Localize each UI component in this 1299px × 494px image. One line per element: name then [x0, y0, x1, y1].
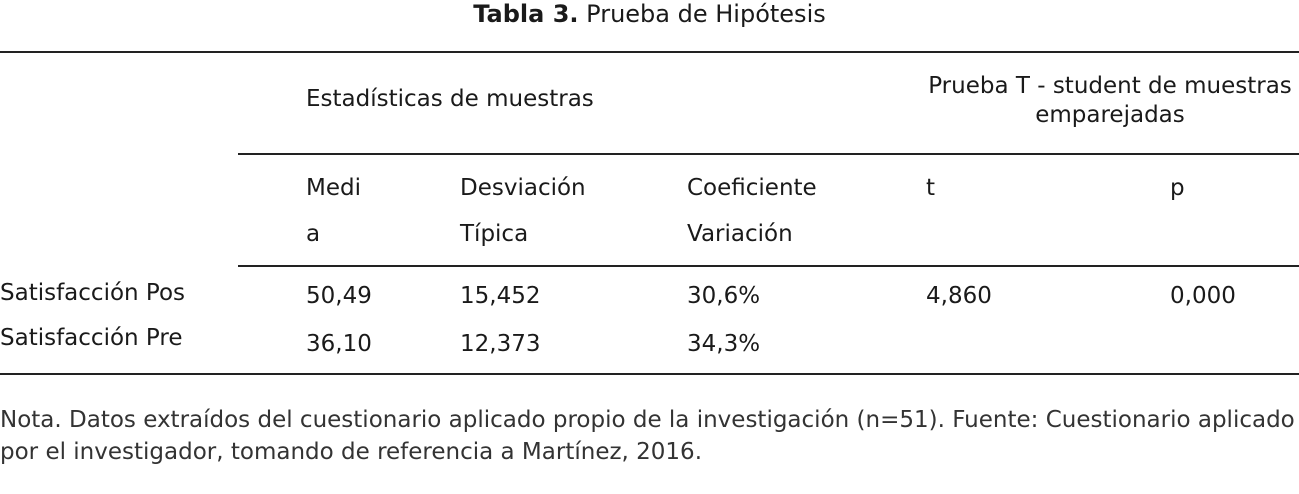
cell-desviacion-pre: 12,373 — [460, 331, 541, 357]
col-header-media-line2: a — [306, 221, 321, 247]
col-header-t: t — [926, 175, 936, 201]
col-header-coeficiente-line1: Coeficiente — [687, 175, 817, 201]
cell-desviacion-pos: 15,452 — [460, 283, 541, 309]
col-header-p: p — [1170, 175, 1185, 201]
table-title-label: Tabla 3. — [473, 0, 579, 28]
cell-coeficiente-pos: 30,6% — [687, 283, 761, 309]
cell-t-pos: 4,860 — [926, 283, 992, 309]
col-header-desviacion-line1: Desviación — [460, 175, 586, 201]
group-header-t-test-line1: Prueba T - student de muestras — [928, 73, 1292, 99]
table-bottom-rule — [0, 373, 1299, 375]
row-label-satisfaccion-pre: Satisfacción Pre — [0, 325, 183, 351]
cell-coeficiente-pre: 34,3% — [687, 331, 761, 357]
top-rule — [0, 51, 1299, 53]
header-group-rule — [238, 153, 1299, 155]
cell-media-pre: 36,10 — [306, 331, 372, 357]
cell-p-pos: 0,000 — [1170, 283, 1236, 309]
col-header-media-line1: Medi — [306, 175, 361, 201]
col-header-coeficiente-line2: Variación — [687, 221, 793, 247]
header-bottom-rule — [238, 265, 1299, 267]
group-header-t-test: Prueba T - student de muestras emparejad… — [920, 72, 1299, 130]
row-label-satisfaccion-pos: Satisfacción Pos — [0, 280, 186, 306]
col-header-desviacion-line2: Típica — [460, 221, 529, 247]
group-header-t-test-line2: emparejadas — [1035, 101, 1185, 128]
table-title: Tabla 3. Prueba de Hipótesis — [0, 2, 1299, 26]
table-note: Nota. Datos extraídos del cuestionario a… — [0, 407, 1295, 466]
cell-media-pos: 50,49 — [306, 283, 372, 309]
table-title-text: Prueba de Hipótesis — [586, 0, 826, 28]
group-header-sample-stats: Estadísticas de muestras — [306, 86, 594, 112]
